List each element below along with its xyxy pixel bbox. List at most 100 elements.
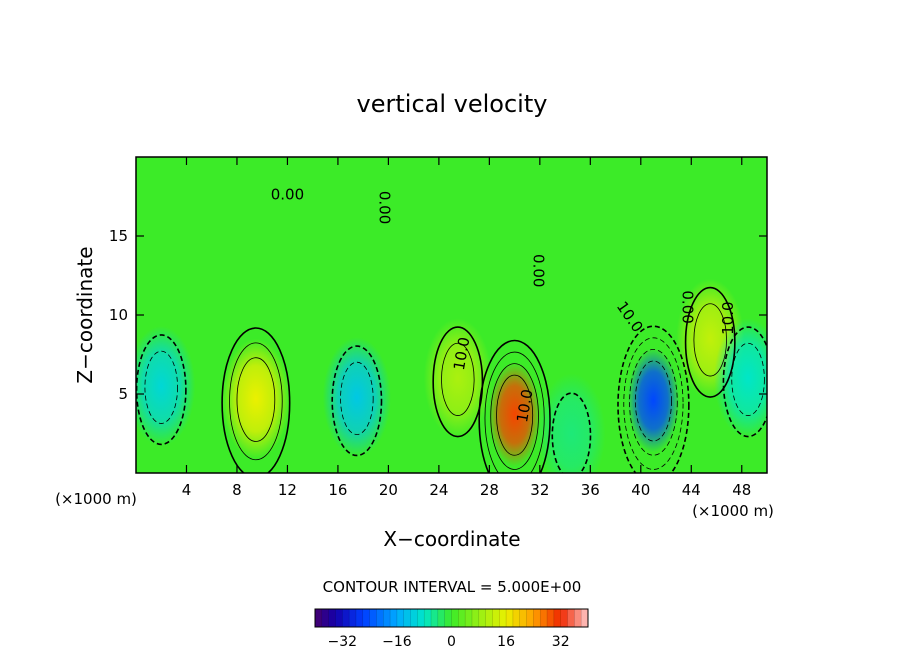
colorbar-segment [458, 609, 466, 627]
colorbar-segment [369, 609, 377, 627]
x-tick-label: 12 [278, 481, 297, 499]
colorbar-segment [390, 609, 398, 627]
colorbar-tick-label: 16 [497, 634, 515, 650]
y-tick-label: 10 [109, 306, 128, 324]
x-tick-label: 16 [328, 481, 347, 499]
x-tick-label: 36 [581, 481, 600, 499]
colorbar-segment [335, 609, 343, 627]
colorbar-segment [396, 609, 405, 627]
chart-title: vertical velocity [357, 90, 548, 118]
contour-label: 0.00 [271, 186, 304, 204]
colorbar-segment [553, 609, 562, 627]
field-feature [221, 338, 290, 459]
x-unit-left: (×1000 m) [55, 490, 137, 508]
colorbar-segment [410, 609, 418, 627]
contour-label: 10.0 [450, 336, 474, 372]
colorbar-segment [492, 609, 500, 627]
x-tick-label: 4 [182, 481, 192, 499]
field-feature [537, 373, 606, 473]
colorbar-segment [424, 609, 432, 627]
x-unit-right: (×1000 m) [692, 502, 774, 520]
colorbar-segment [383, 609, 391, 627]
positive-contour [229, 342, 283, 461]
colorbar-ticks: −32 −16 0 16 32 [328, 634, 570, 650]
contour-label: 0.00 [530, 254, 548, 287]
x-tick-label: 28 [480, 481, 499, 499]
y-axis-label: Z−coordinate [73, 246, 97, 383]
contour-interval-text: CONTOUR INTERVAL = 5.000E+00 [323, 578, 582, 596]
colorbar-segment [315, 609, 323, 627]
field-feature [488, 362, 541, 467]
colorbar-tick-label: 32 [552, 634, 570, 650]
positive-contour [484, 351, 545, 473]
colorbar-segment [540, 609, 548, 627]
colorbar-tick-label: −32 [328, 634, 358, 650]
colorbar-segment [417, 609, 425, 627]
colorbar-tick-label: −16 [382, 634, 412, 650]
colorbar-segment [321, 609, 330, 627]
positive-contour [236, 357, 276, 442]
positive-contour [441, 342, 475, 416]
contour-label: 0.00 [678, 290, 696, 323]
colorbar-segment [581, 609, 589, 627]
colorbar-segment [526, 609, 534, 627]
negative-contour [634, 360, 672, 442]
positive-contour [684, 286, 736, 398]
x-tick-label: 48 [732, 481, 751, 499]
negative-contour [731, 342, 765, 416]
contour-label: 10.0 [719, 301, 737, 334]
negative-contour [623, 337, 684, 470]
colorbar-segment [444, 609, 452, 627]
field-feature [627, 348, 680, 453]
positive-contour [490, 363, 539, 470]
x-axis-ticks: 4 8 12 16 20 24 28 32 36 40 44 48 [182, 157, 751, 499]
colorbar-frame [314, 608, 589, 628]
x-tick-label: 8 [232, 481, 242, 499]
colorbar-segment [451, 609, 459, 627]
colorbar-segment [342, 609, 350, 627]
x-tick-label: 44 [682, 481, 701, 499]
negative-contour [629, 348, 678, 456]
colorbar-segment [506, 609, 514, 627]
positive-contour [496, 374, 534, 456]
negative-contour [144, 350, 178, 424]
field-feature [714, 318, 767, 439]
colorbar-segment [349, 609, 357, 627]
colorbar-segment [485, 609, 493, 627]
heatmap-field [136, 157, 767, 473]
colorbar-segment [574, 609, 582, 627]
y-tick-label: 5 [118, 385, 128, 403]
colorbar-segment [547, 609, 555, 627]
y-axis-ticks: 5 10 15 [109, 227, 767, 403]
colorbar-segment [403, 609, 412, 627]
x-tick-label: 24 [429, 481, 448, 499]
field-feature [136, 326, 196, 447]
field-feature [423, 318, 492, 439]
colorbar-segment [533, 609, 541, 627]
colorbar-segment [362, 609, 371, 627]
contour-label: 0.00 [376, 191, 394, 224]
colorbar-segment [437, 609, 446, 627]
negative-contour [617, 325, 690, 473]
x-tick-label: 40 [631, 481, 650, 499]
contour-lines [136, 286, 767, 473]
colorbar-segment [499, 609, 507, 627]
positive-contour [693, 303, 727, 377]
x-axis-label: X−coordinate [383, 527, 520, 551]
positive-contour [221, 327, 291, 473]
colorbar-segment [328, 609, 336, 627]
y-tick-label: 15 [109, 227, 128, 245]
positive-contour [478, 339, 551, 473]
negative-contour [340, 361, 374, 435]
x-tick-label: 20 [379, 481, 398, 499]
colorbar-segment [355, 609, 364, 627]
colorbar-segment [478, 609, 487, 627]
negative-contour [331, 345, 383, 457]
contour-label: 10.0 [513, 388, 537, 424]
colorbar [314, 609, 589, 627]
positive-contour [432, 326, 484, 438]
colorbar-segment [519, 609, 528, 627]
colorbar-segment [567, 609, 575, 627]
colorbar-segment [465, 609, 473, 627]
